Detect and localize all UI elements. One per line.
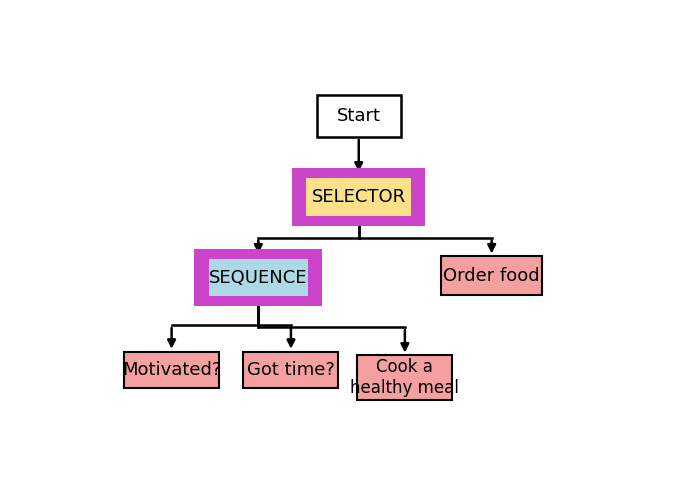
Bar <box>209 260 308 296</box>
Bar <box>358 356 452 400</box>
Bar <box>442 256 542 295</box>
Text: SELECTOR: SELECTOR <box>312 188 406 206</box>
Bar <box>195 250 323 306</box>
Text: SEQUENCE: SEQUENCE <box>209 268 307 286</box>
Text: Order food: Order food <box>443 266 540 284</box>
Bar <box>244 352 338 388</box>
Text: Cook a
healthy meal: Cook a healthy meal <box>351 358 459 397</box>
Text: Got time?: Got time? <box>247 361 335 379</box>
Text: Start: Start <box>337 107 381 125</box>
Bar <box>316 94 401 137</box>
Text: Motivated?: Motivated? <box>122 361 221 379</box>
Bar <box>292 168 426 226</box>
Bar <box>306 178 412 216</box>
Bar <box>124 352 219 388</box>
